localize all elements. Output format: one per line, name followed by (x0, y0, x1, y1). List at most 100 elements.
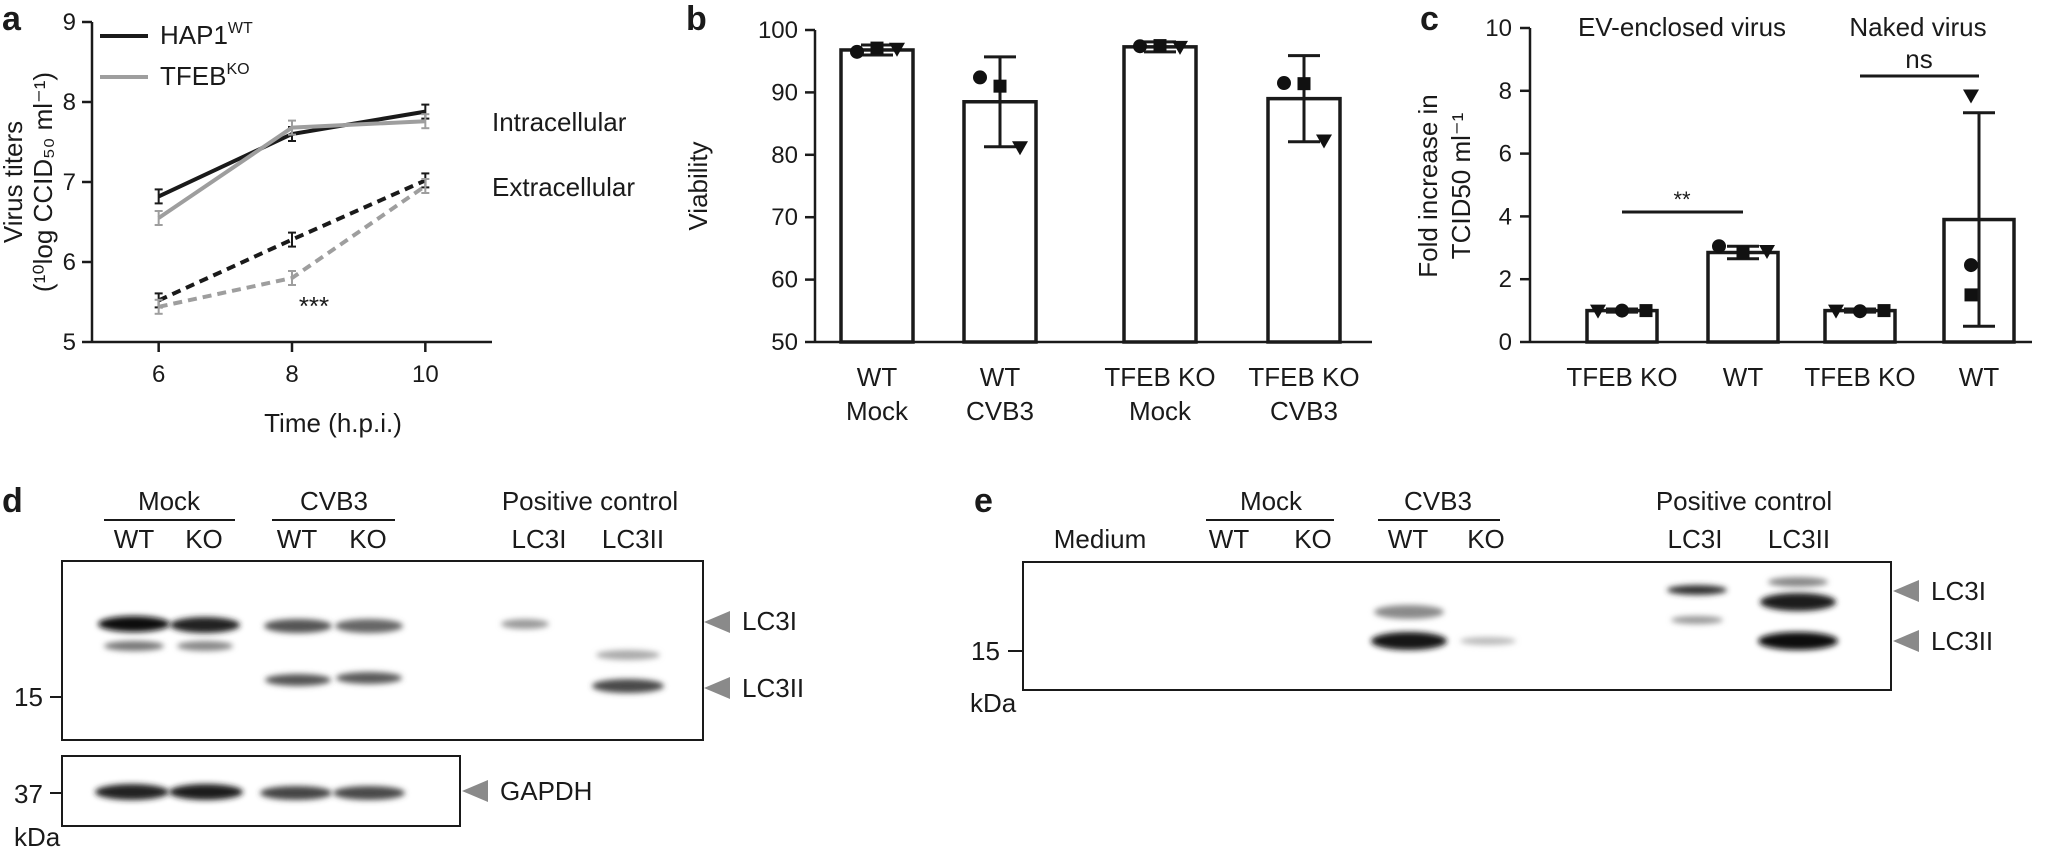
blot-d-mw-37: 37 (14, 779, 43, 809)
panel-b-category-label: TFEB KO (1248, 362, 1359, 392)
panel-c-point (1639, 304, 1653, 318)
blot-d-lc3-membrane (61, 560, 704, 741)
significance-ev: ** (1673, 187, 1691, 212)
blot-d-unit: kDa (14, 822, 61, 852)
panel-b: b 50 60 70 80 90 100 WT Mock WT CVB3 TFEB KO Mock T… (683, 0, 1372, 426)
panel-b-category-label: WT (980, 362, 1021, 392)
blot-e-membrane (1022, 561, 1892, 691)
panel-c-letter: c (1420, 0, 1439, 38)
panel-a-legend: HAP1WT TFEBKO (100, 20, 253, 91)
panel-a-ylabel-2: (¹⁰log CCID₅₀ ml⁻¹) (28, 72, 58, 292)
panel-c-ylabel-2: TCID50 ml⁻¹ (1446, 112, 1476, 259)
panel-b-category-label: CVB3 (1270, 396, 1338, 426)
panel-b-point (1297, 77, 1311, 91)
panel-d-letter: d (2, 482, 23, 520)
panel-c-bars (1585, 89, 2016, 344)
blot-d-lane-6: LC3II (602, 524, 664, 554)
panel-c-y-tick-label: 0 (1499, 329, 1512, 356)
blot-e-lane-3: KO (1294, 524, 1332, 554)
panel-c-category-label: WT (1959, 362, 2000, 392)
panel-a-series-line (157, 178, 427, 303)
panel-c-category-label: TFEB KO (1566, 362, 1677, 392)
legend-label-hap1: HAP1WT (160, 20, 253, 50)
panel-b-point (870, 41, 884, 55)
blot-d-header-positive: Positive control (502, 486, 678, 516)
group-label-ev-enclosed: EV-enclosed virus (1578, 12, 1786, 42)
panel-a-y-tick-label: 7 (63, 169, 76, 196)
panel-a-y-ticks: 5 6 7 8 9 (63, 9, 92, 356)
panel-c-y-ticks: 0 2 4 6 8 10 (1485, 15, 1530, 356)
panel-b-y-tick-label: 50 (771, 329, 798, 356)
panel-c-point (1828, 304, 1844, 319)
panel-a-x-tick-label: 6 (152, 361, 165, 388)
panel-a-x-tick-label: 8 (285, 361, 298, 388)
blot-e-lane-2: WT (1209, 524, 1250, 554)
panel-c-category-label: TFEB KO (1804, 362, 1915, 392)
blot-d-mw-15: 15 (14, 682, 43, 712)
panel-a-y-tick-label: 9 (63, 9, 76, 36)
blot-e-mw-15: 15 (971, 636, 1000, 666)
panel-b-x-labels: WT Mock WT CVB3 TFEB KO Mock TFEB KO CVB3 (846, 362, 1360, 426)
annotation-significance: *** (299, 291, 329, 321)
blot-d-lane-3: WT (277, 524, 318, 554)
panel-b-category-label: TFEB KO (1104, 362, 1215, 392)
group-label-naked: Naked virus (1849, 12, 1986, 42)
panel-c-y-tick-label: 2 (1499, 266, 1512, 293)
panel-b-point (1316, 134, 1332, 149)
blot-d-lane-2: KO (185, 524, 223, 554)
blot-e-lane-5: KO (1467, 524, 1505, 554)
blot-e-lane-6: LC3I (1668, 524, 1723, 554)
panel-b-point (1133, 39, 1147, 54)
panel-c-y-tick-label: 8 (1499, 78, 1512, 105)
panel-a-letter: a (2, 0, 22, 38)
blot-e-header-mock: Mock (1240, 486, 1303, 516)
panel-c-x-labels: TFEB KO WT TFEB KO WT (1566, 362, 1999, 392)
panel-c-point (1615, 303, 1629, 318)
panel-a-ylabel-1: Virus titers (0, 121, 28, 243)
panel-b-y-tick-label: 70 (771, 204, 798, 231)
panel-b-category-label: Mock (1129, 396, 1192, 426)
panel-a-y-tick-label: 5 (63, 329, 76, 356)
panel-c-y-tick-label: 6 (1499, 141, 1512, 168)
panel-e: e Mock CVB3 Positive control Medium WT K… (970, 482, 1993, 718)
blot-e-header-cvb3: CVB3 (1404, 486, 1472, 516)
panel-b-point (1277, 76, 1291, 91)
panel-b-category-label: WT (857, 362, 898, 392)
legend-label-tfeb: TFEBKO (160, 61, 250, 91)
panel-a-series (154, 103, 430, 315)
panel-b-point (889, 42, 905, 57)
panel-b-point (993, 79, 1007, 93)
panel-b-y-tick-label: 100 (758, 17, 798, 44)
panel-c-point (1590, 304, 1606, 319)
panel-b-category-label: Mock (846, 396, 909, 426)
panel-b-ylabel: Viability (683, 141, 713, 230)
blot-d-marker-gapdh: GAPDH (500, 776, 592, 806)
panel-a-y-tick-label: 6 (63, 249, 76, 276)
blot-e-marker-lc3ii: LC3II (1931, 626, 1993, 656)
panel-a-x-tick-label: 10 (412, 361, 439, 388)
blot-d-header-cvb3: CVB3 (300, 486, 368, 516)
panel-c-bar (1706, 250, 1780, 344)
significance-naked: ns (1905, 44, 1932, 74)
blot-e-lane-7: LC3II (1768, 524, 1830, 554)
panel-c-point (1759, 244, 1775, 259)
blot-e-unit: kDa (970, 688, 1017, 718)
blot-d-lane-1: WT (114, 524, 155, 554)
panel-b-y-tick-label: 80 (771, 142, 798, 169)
panel-b-point (1172, 40, 1188, 55)
panel-a-axes (90, 22, 492, 344)
panel-b-bar (839, 48, 915, 344)
panel-c-y-tick-label: 10 (1485, 15, 1512, 42)
blot-d-gapdh-membrane (61, 755, 461, 827)
blot-e-header-positive: Positive control (1656, 486, 1832, 516)
blot-e-lane-medium: Medium (1054, 524, 1146, 554)
panel-c-category-label: WT (1723, 362, 1764, 392)
blot-d-lane-4: KO (349, 524, 387, 554)
panel-a: a 5 6 7 8 9 6 8 10 HAP1WT TFEBKO Intracellular… (0, 0, 635, 438)
blot-e-lane-4: WT (1388, 524, 1429, 554)
blot-d-lane-5: LC3I (512, 524, 567, 554)
annotation-extracellular: Extracellular (492, 172, 635, 202)
panel-b-category-label: CVB3 (966, 396, 1034, 426)
blot-e-marker-lc3i: LC3I (1931, 576, 1986, 606)
